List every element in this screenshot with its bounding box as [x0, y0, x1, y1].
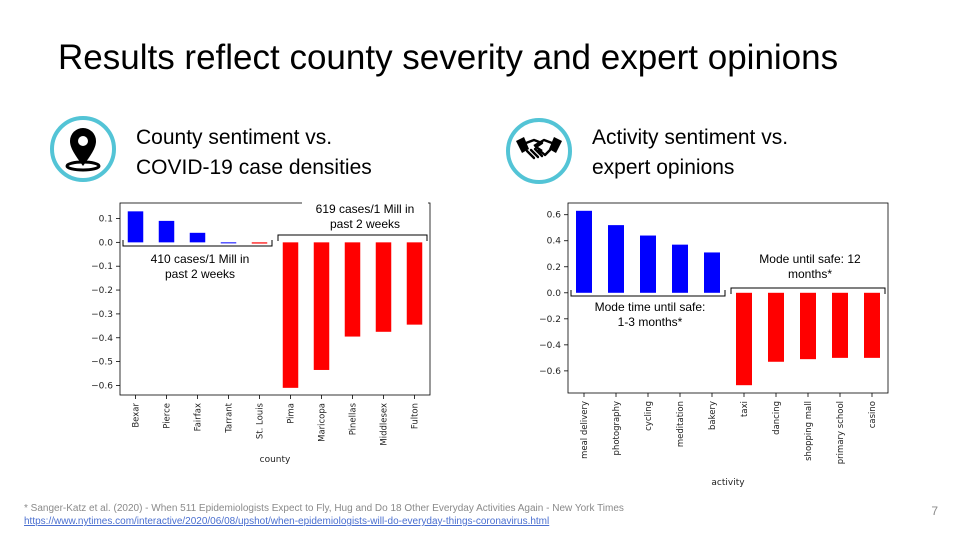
activity-xtick-label-4: bakery	[708, 401, 718, 430]
county-xtick-label-6: Maricopa	[318, 403, 328, 442]
county-x-axis-label: county	[260, 455, 291, 465]
page-number: 7	[931, 504, 938, 518]
high-case-annotation-line1: 619 cases/1 Mill in	[315, 202, 415, 216]
county-bar-5	[282, 242, 299, 388]
short-wait-annotation-line2: 1-3 months*	[617, 315, 683, 329]
short-wait-annotation: Mode time until safe: 1-3 months*	[580, 300, 720, 330]
activity-bar-7	[800, 292, 816, 360]
activity-xtick-label-1: photography	[612, 401, 622, 455]
county-bar-1	[158, 220, 175, 243]
activity-ytick-label-5: −0.4	[539, 341, 561, 351]
activity-heading-line2: expert opinions	[592, 156, 735, 179]
county-xtick-label-5: Pima	[287, 403, 297, 424]
activity-bar-2	[640, 235, 656, 293]
low-case-annotation-line2: past 2 weeks	[164, 267, 236, 281]
activity-xtick-label-3: meditation	[676, 401, 686, 447]
high-case-annotation-line2: past 2 weeks	[329, 217, 401, 231]
activity-xtick-label-2: cycling	[644, 401, 654, 431]
activity-heading: Activity sentiment vs. expert opinions	[592, 123, 788, 183]
activity-group-bracket-1	[730, 287, 886, 294]
low-case-annotation-line1: 410 cases/1 Mill in	[150, 252, 250, 266]
activity-ytick-label-1: 0.4	[547, 237, 562, 247]
activity-x-axis-label: activity	[711, 478, 745, 488]
activity-xtick-label-6: dancing	[772, 401, 782, 435]
county-bar-9	[406, 242, 423, 325]
county-ytick-label-6: −0.5	[91, 358, 113, 368]
activity-xtick-label-7: shopping mall	[804, 401, 814, 461]
county-ytick-label-4: −0.3	[91, 310, 113, 320]
activity-ytick-label-3: 0.0	[547, 289, 562, 299]
county-xtick-label-7: Pinellas	[349, 402, 359, 435]
county-plot-frame	[119, 202, 431, 396]
county-bar-6	[313, 242, 330, 370]
high-case-annotation: 619 cases/1 Mill in past 2 weeks	[302, 202, 428, 232]
activity-group-bracket-0	[570, 290, 726, 297]
activity-bar-9	[864, 292, 880, 358]
county-ytick-label-3: −0.2	[91, 286, 113, 296]
activity-ytick-label-0: 0.6	[547, 211, 562, 221]
activity-xtick-label-8: primary school	[836, 401, 846, 464]
activity-bar-8	[832, 292, 848, 358]
long-wait-annotation-line2: months*	[787, 267, 833, 281]
handshake-icon-badge	[506, 118, 572, 184]
county-heading-line1: County sentiment vs.	[136, 126, 333, 149]
county-xtick-label-3: Tarrant	[225, 402, 235, 433]
activity-bar-1	[608, 225, 624, 293]
activity-bar-6	[768, 292, 784, 362]
activity-xtick-label-0: meal delivery	[580, 401, 590, 459]
footnote: * Sanger-Katz et al. (2020) - When 511 E…	[24, 502, 624, 528]
footnote-citation: * Sanger-Katz et al. (2020) - When 511 E…	[24, 503, 624, 514]
low-case-annotation: 410 cases/1 Mill in past 2 weeks	[140, 252, 260, 282]
county-xtick-label-8: Middlesex	[380, 403, 390, 446]
county-xtick-label-4: St. Louis	[256, 402, 266, 439]
county-xtick-label-0: Bexar	[132, 403, 142, 428]
activity-ytick-label-6: −0.6	[539, 367, 561, 377]
county-xtick-label-2: Fairfax	[194, 403, 204, 431]
activity-bar-4	[704, 252, 720, 293]
activity-bar-5	[736, 292, 752, 386]
activity-plot-frame	[567, 202, 889, 394]
county-ytick-label-1: 0.0	[99, 238, 114, 248]
activity-ytick-label-2: 0.2	[547, 263, 561, 273]
location-pin-icon	[65, 128, 101, 172]
location-pin-icon-badge	[50, 116, 116, 182]
county-ytick-label-7: −0.6	[91, 381, 113, 391]
county-xtick-label-9: Fulton	[411, 403, 421, 429]
county-sentiment-chart: Bexar Pierce Fairfax Tarrant St. Louis Pima Ma…	[91, 202, 431, 465]
long-wait-annotation-line1: Mode until safe: 12	[759, 252, 861, 266]
activity-xtick-label-9: casino	[868, 401, 878, 428]
county-bar-3	[220, 242, 237, 244]
county-xtick-label-1: Pierce	[163, 403, 173, 429]
county-heading: County sentiment vs. COVID-19 case densi…	[136, 123, 372, 183]
activity-xtick-label-5: taxi	[740, 401, 750, 417]
activity-heading-line1: Activity sentiment vs.	[592, 126, 789, 149]
county-bar-4	[251, 242, 268, 244]
footnote-link[interactable]: https://www.nytimes.com/interactive/2020…	[24, 516, 550, 527]
activity-bar-0	[576, 210, 592, 293]
county-bar-2	[189, 232, 206, 243]
county-ytick-label-2: −0.1	[91, 262, 113, 272]
activity-sentiment-chart: meal delivery photography cycling meditatio…	[539, 202, 889, 488]
slide-title: Results reflect county severity and expe…	[58, 38, 839, 77]
county-bar-8	[375, 242, 392, 332]
county-bar-0	[127, 211, 144, 243]
county-group-bracket-0	[122, 240, 273, 247]
county-bar-7	[344, 242, 361, 337]
activity-bar-3	[672, 244, 688, 293]
county-ytick-label-0: 0.1	[99, 215, 113, 225]
county-ytick-label-5: −0.4	[91, 334, 113, 344]
county-group-bracket-1	[277, 234, 428, 241]
handshake-icon	[516, 137, 562, 160]
activity-ytick-label-4: −0.2	[539, 315, 561, 325]
long-wait-annotation: Mode until safe: 12 months*	[745, 252, 875, 282]
county-heading-line2: COVID-19 case densities	[136, 156, 372, 179]
short-wait-annotation-line1: Mode time until safe:	[594, 300, 706, 314]
